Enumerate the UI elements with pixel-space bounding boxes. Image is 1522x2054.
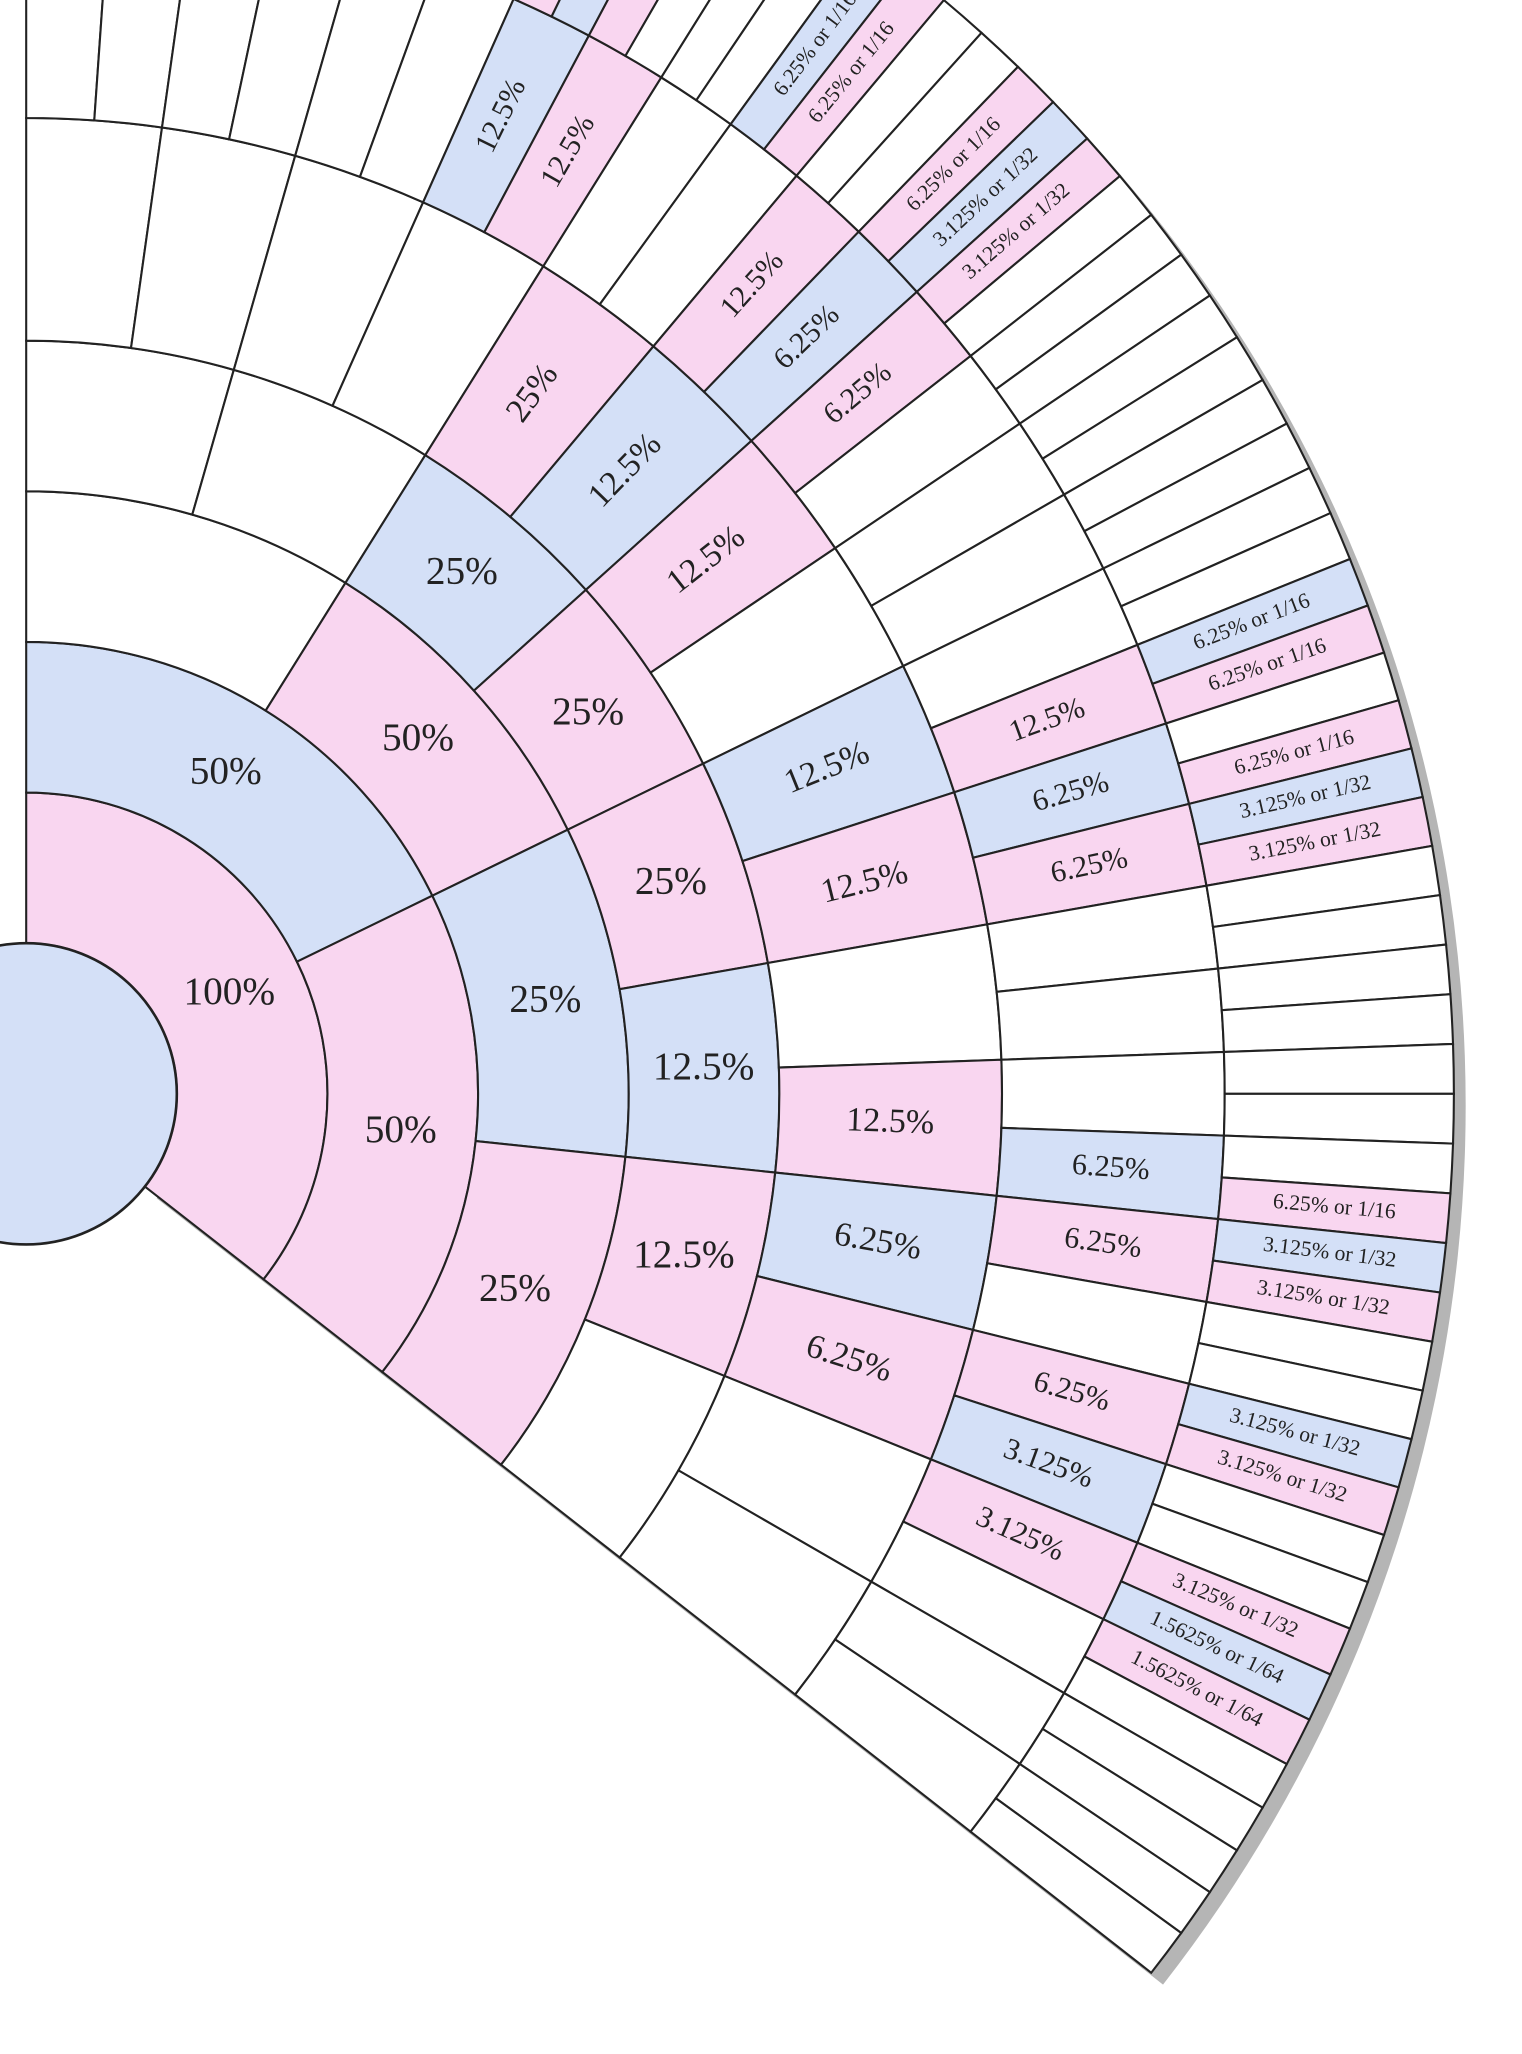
segment-label: 25%: [635, 859, 707, 902]
segment-label: 25%: [426, 550, 498, 593]
segment-label: 12.5%: [846, 1101, 935, 1141]
fan-segment: [1222, 1042, 1455, 1095]
segment-label: 25%: [509, 977, 581, 1020]
segment-label: 6.25%: [1071, 1147, 1151, 1186]
fan-segment: [1000, 1050, 1226, 1137]
segment-label: 12.5%: [653, 1045, 754, 1088]
segment-label: 50%: [190, 749, 262, 792]
segment-label: 100%: [183, 970, 275, 1013]
fan-segment: [969, 1796, 1183, 1975]
segment-label: 25%: [479, 1266, 551, 1309]
segment-label: 50%: [365, 1108, 437, 1151]
center-circle: [0, 941, 179, 1246]
segment-label: 12.5%: [633, 1233, 734, 1276]
segment-label: 50%: [382, 716, 454, 759]
segment-label: 25%: [552, 690, 624, 733]
